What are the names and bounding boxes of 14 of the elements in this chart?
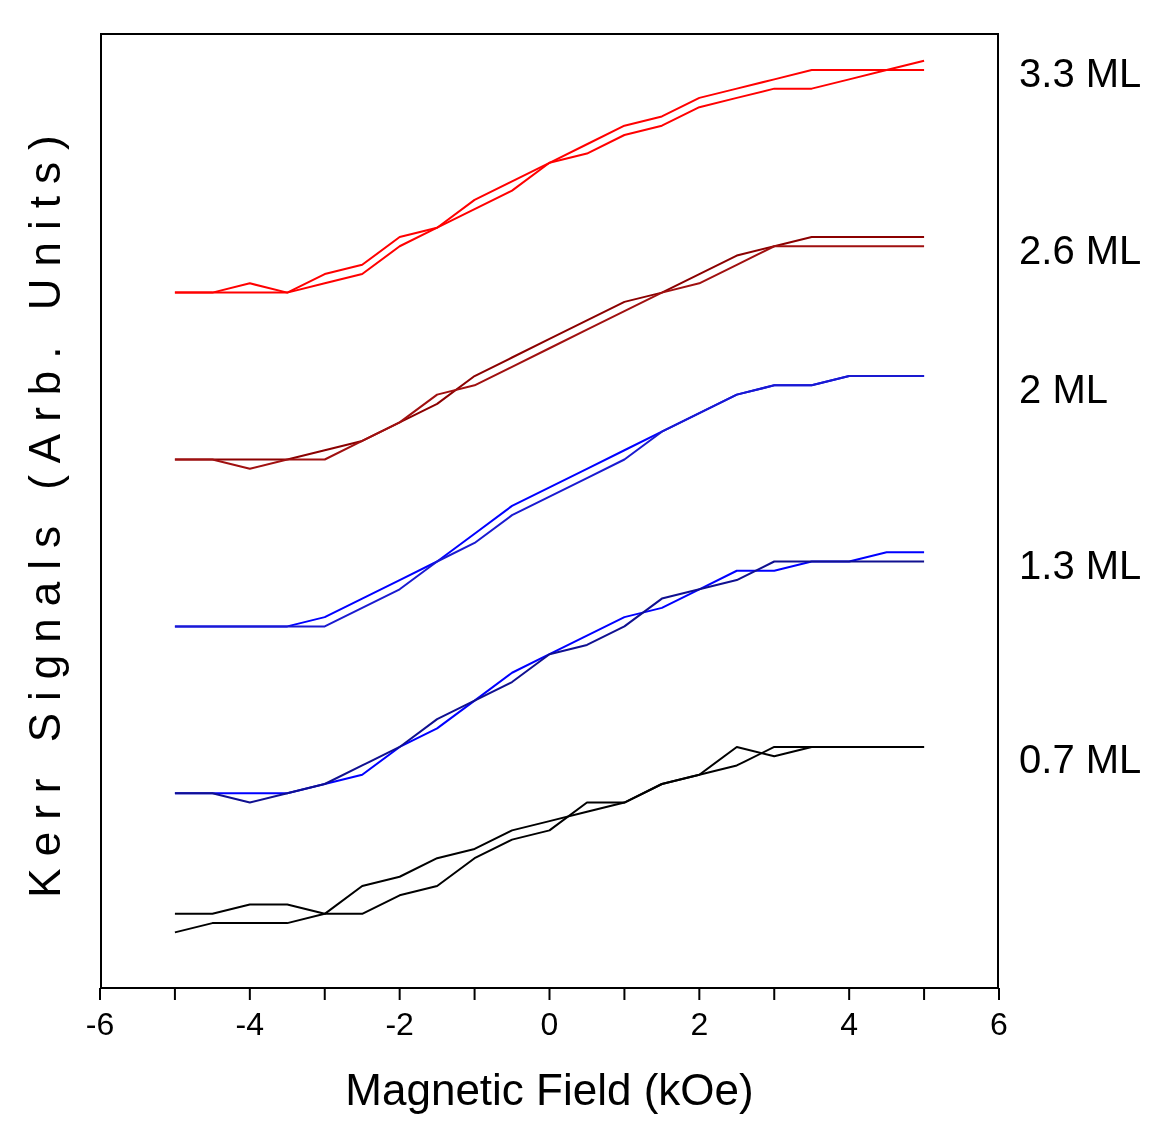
x-tick-label: 0 (540, 1005, 559, 1042)
x-tick-label: 2 (690, 1005, 709, 1042)
x-tick-label: 6 (990, 1005, 1008, 1042)
x-tick-label: -4 (235, 1005, 265, 1042)
y-axis-title: Kerr Signals (Arb. Units) (20, 123, 69, 898)
x-tick-label: -6 (85, 1005, 115, 1042)
text: 1.3 ML (1019, 542, 1142, 587)
text: 0.7 ML (1019, 737, 1142, 782)
text: 2 ML (1019, 366, 1109, 411)
text: 3.3 ML (1019, 51, 1142, 96)
x-axis-title: Magnetic Field (kOe) (345, 1065, 754, 1114)
x-tick-label: -2 (385, 1005, 414, 1042)
x-tick-label: 4 (840, 1005, 859, 1042)
text: 2.6 ML (1019, 227, 1142, 272)
